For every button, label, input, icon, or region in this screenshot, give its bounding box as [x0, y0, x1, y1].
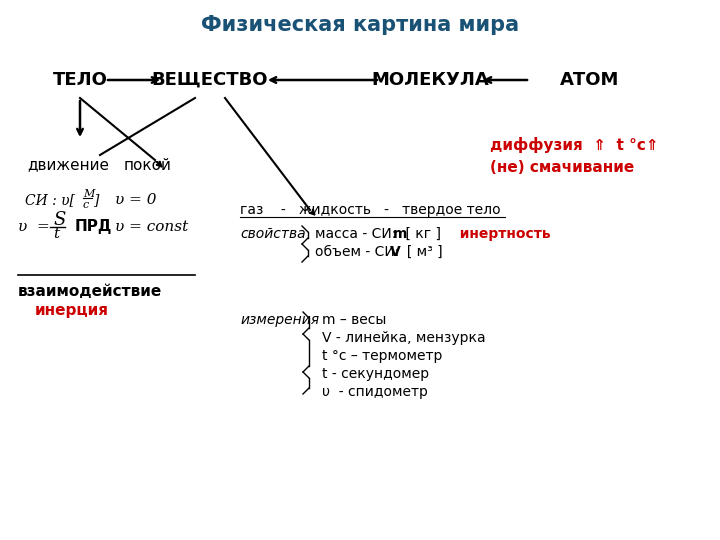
Text: (не) смачивание: (не) смачивание — [490, 159, 634, 174]
Text: движение: движение — [27, 158, 109, 172]
Text: V - линейка, мензурка: V - линейка, мензурка — [322, 331, 485, 345]
Text: υ  - спидометр: υ - спидометр — [322, 385, 428, 399]
Text: ]: ] — [93, 193, 99, 207]
Text: c: c — [83, 200, 89, 210]
Text: АТОМ: АТОМ — [560, 71, 620, 89]
Text: [ кг ]: [ кг ] — [401, 227, 441, 241]
Text: свойства: свойства — [240, 227, 305, 241]
Text: ТЕЛО: ТЕЛО — [53, 71, 107, 89]
Text: M: M — [83, 189, 94, 199]
Text: t: t — [53, 227, 59, 241]
Text: [ м³ ]: [ м³ ] — [398, 245, 443, 259]
Text: взаимодействие: взаимодействие — [18, 284, 162, 299]
Text: СИ : υ[: СИ : υ[ — [25, 193, 75, 207]
Text: V: V — [390, 245, 401, 259]
Text: υ  =: υ = — [18, 220, 50, 234]
Text: объем - СИ:: объем - СИ: — [315, 245, 404, 259]
Text: измерения: измерения — [240, 313, 319, 327]
Text: t - секундомер: t - секундомер — [322, 367, 429, 381]
Text: инерция: инерция — [35, 302, 109, 318]
Text: масса - СИ:: масса - СИ: — [315, 227, 401, 241]
Text: инертность: инертность — [450, 227, 551, 241]
Text: ПРД: ПРД — [75, 219, 112, 234]
Text: S: S — [53, 211, 66, 229]
Text: Физическая картина мира: Физическая картина мира — [201, 15, 519, 35]
Text: МОЛЕКУЛА: МОЛЕКУЛА — [371, 71, 489, 89]
Text: m: m — [393, 227, 408, 241]
Text: газ    -   жидкость   -   твердое тело: газ - жидкость - твердое тело — [240, 203, 500, 217]
Text: ВЕЩЕСТВО: ВЕЩЕСТВО — [152, 71, 269, 89]
Text: диффузия  ⇑  t °c⇑: диффузия ⇑ t °c⇑ — [490, 137, 659, 153]
Text: υ = 0: υ = 0 — [115, 193, 156, 207]
Text: покой: покой — [124, 158, 172, 172]
Text: t °c – термометр: t °c – термометр — [322, 349, 442, 363]
Text: m – весы: m – весы — [322, 313, 387, 327]
Text: υ = const: υ = const — [115, 220, 188, 234]
